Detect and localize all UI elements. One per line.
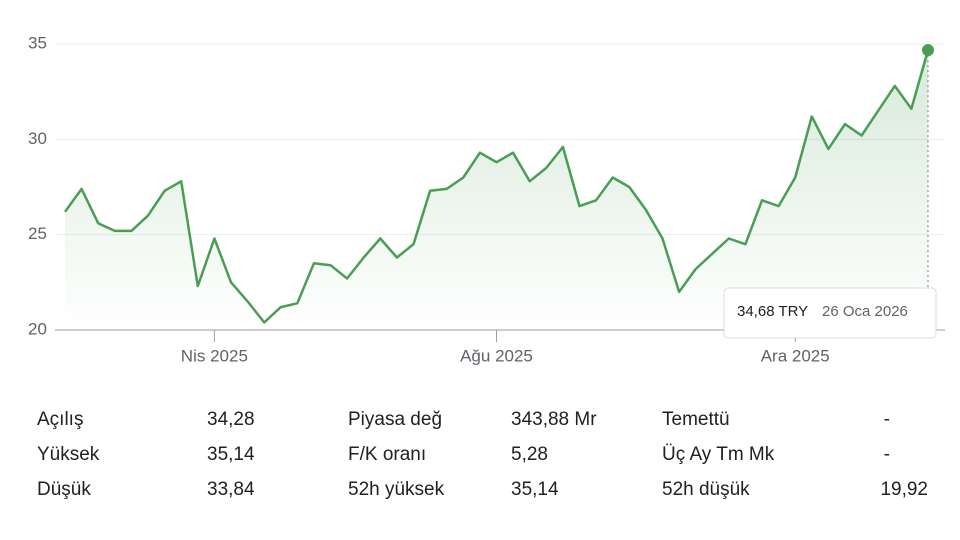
tooltip-value: 34,68 TRY: [737, 303, 808, 320]
area: [65, 50, 928, 330]
stat-value: 35,14: [207, 444, 255, 465]
stats-table: Açılış 34,28 Yüksek 35,14 Düşük 33,84 Piyasa d…: [0, 400, 960, 520]
tooltip-box: [723, 287, 937, 339]
stat-value: 33,84: [207, 479, 255, 500]
y-tick-label: 30: [28, 129, 47, 148]
y-tick-label: 20: [28, 319, 47, 338]
stat-value: 35,14: [511, 479, 559, 500]
stat-label: 52h yüksek: [348, 479, 445, 500]
tooltip-date: 26 Oca 2026: [822, 303, 908, 320]
stat-label: Yüksek: [37, 444, 100, 465]
x-tick-label: Ağu 2025: [460, 346, 533, 365]
stat-label: Açılış: [37, 409, 84, 430]
stat-label: Düşük: [37, 479, 91, 500]
stat-value: 34,28: [207, 409, 255, 430]
last-point: [922, 44, 934, 57]
line: [63, 49, 930, 324]
stat-label: Üç Ay Tm Mk: [662, 444, 775, 465]
tooltip: 34,68 TRY 26 Oca 2026: [723, 287, 937, 339]
x-tick-label: Nis 2025: [181, 346, 248, 365]
stat-value: 19,92: [880, 479, 928, 500]
chart: 20 25 30 35 Nis 2025 Ağu 2025 Ara 2025 34,68 TR…: [28, 33, 945, 365]
stat-label: F/K oranı: [348, 444, 427, 465]
stat-label: 52h düşük: [662, 479, 750, 500]
stat-value: -: [883, 409, 890, 430]
x-tick-label: Ara 2025: [761, 346, 830, 365]
y-tick-label: 25: [28, 224, 47, 243]
stat-label: Temettü: [662, 409, 730, 430]
stat-label: Piyasa değ: [348, 409, 443, 430]
stat-value: -: [883, 444, 890, 465]
stat-value: 343,88 Mr: [511, 409, 597, 430]
y-tick-label: 35: [28, 33, 47, 52]
stat-value: 5,28: [511, 444, 548, 465]
